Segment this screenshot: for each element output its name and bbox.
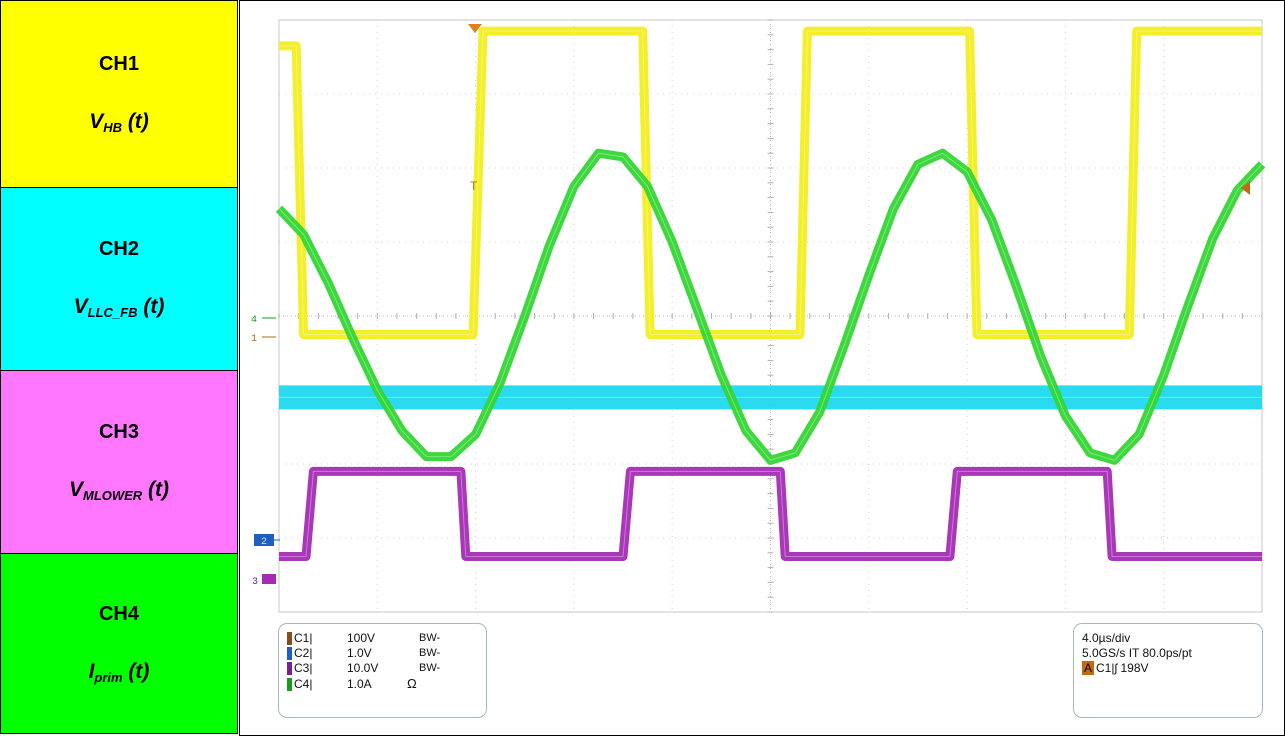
trigger-source: C1 [1096,661,1112,675]
trace-ch4-highlight [278,152,1263,461]
ch1-setting-label: C1| [294,631,313,645]
trace-ch1 [279,26,1262,339]
ch3-setting-label: C3| [294,661,313,675]
ch2-color-swatch [287,647,292,660]
legend-ch2-signal: VLLC_FB (t) [73,295,165,320]
ch4-color-swatch [287,678,292,691]
ch4-ground-marker: 4 [251,315,257,326]
ch1-ground-marker: 1 [251,334,257,345]
legend-ch3: CH3 VMLOWER (t) [1,371,237,554]
legend-ch2: CH2 VLLC_FB (t) [1,188,237,371]
waveform-traces [275,26,1266,561]
trigger-level: 198V [1120,661,1149,675]
ch3-setting-scale: 10.0V [347,661,379,675]
trigger-readout: A C1|ʃ 198V [1082,661,1149,675]
legend-ch3-signal: VMLOWER (t) [68,478,170,503]
ch3-color-swatch [287,662,292,675]
ch2-ground-marker: 2 [261,537,267,548]
trigger-slope-icon: |ʃ [1111,661,1118,675]
trace-ch4 [275,148,1266,465]
ch2-ground-marker-bg [254,534,274,546]
timebase-readout: 4.0µs/div [1082,631,1131,645]
legend-ch1-name: CH1 [98,53,139,75]
legend-ch3-name: CH3 [98,421,139,443]
channel-settings-panel: C1| 100V BW- C2| 1.0V BW- C3| 10.0V BW- … [278,623,487,718]
ch2-setting-scale: 1.0V [347,646,372,660]
ch1-color-swatch [287,632,292,645]
ch4-setting-label: C4| [294,677,313,691]
ch4-setting-bw: Ω [407,676,417,691]
sample-rate-readout: 5.0GS/s IT 80.0ps/pt [1082,646,1192,660]
trigger-position-icon [468,24,482,33]
ch3-ground-marker-arrow [262,574,276,584]
channel-markers: 4 1 2 3 T [251,24,1250,588]
trigger-time-marker-icon: T [470,179,478,193]
ch1-setting-bw: BW- [419,632,441,644]
ch2-setting-label: C2| [294,646,313,660]
trigger-badge: A [1082,661,1095,675]
channel-legend: CH1 VHB (t) CH2 VLLC_FB (t) CH3 VMLOWER … [0,0,238,734]
trace-ch1-highlight [279,30,1262,335]
ch3-setting-bw: BW- [419,662,441,674]
ch4-setting-scale: 1.0A [347,677,372,691]
ch1-setting-scale: 100V [347,631,376,645]
legend-ch4-name: CH4 [98,602,139,625]
ch2-setting-bw: BW- [419,647,441,659]
legend-ch2-name: CH2 [98,238,139,260]
trace-ch3 [279,466,1262,561]
legend-ch1-signal: VHB (t) [89,110,149,135]
timebase-panel: 4.0µs/div 5.0GS/s IT 80.0ps/pt A C1|ʃ 198… [1073,623,1263,718]
ch3-ground-marker: 3 [252,577,258,588]
trace-ch3-highlight [279,470,1262,557]
trigger-level-icon [1241,181,1250,195]
legend-ch1: CH1 VHB (t) [1,1,237,188]
legend-ch4: CH4 Iprim (t) [1,554,237,733]
legend-ch4-signal: Iprim (t) [88,659,150,685]
